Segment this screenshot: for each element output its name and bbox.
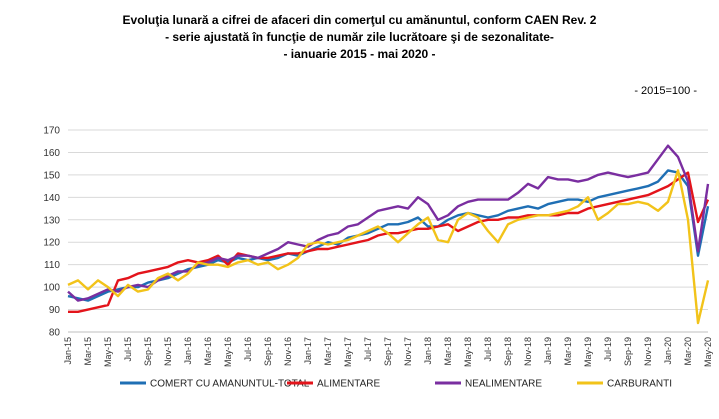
x-tick-label: May-17 bbox=[343, 337, 353, 367]
x-tick-label: Nov-19 bbox=[643, 337, 653, 366]
x-tick-label: Jul-18 bbox=[483, 337, 493, 362]
x-tick-label: Nov-16 bbox=[283, 337, 293, 366]
x-tick-label: Mar-20 bbox=[683, 337, 693, 366]
x-tick-label: Sep-19 bbox=[623, 337, 633, 366]
x-tick-label: Mar-19 bbox=[563, 337, 573, 366]
series-line-3 bbox=[67, 169, 710, 325]
y-tick-label: 80 bbox=[49, 328, 61, 339]
chart-period: - ianuarie 2015 - mai 2020 - bbox=[283, 47, 436, 61]
x-tick-label: Jan-15 bbox=[63, 337, 73, 365]
x-tick-label: Jan-17 bbox=[303, 337, 313, 365]
y-tick-label: 150 bbox=[43, 170, 60, 181]
x-tick-label: May-16 bbox=[223, 337, 233, 367]
x-tick-label: Mar-16 bbox=[203, 337, 213, 366]
x-tick-label: Jul-16 bbox=[243, 337, 253, 362]
x-tick-label: Jul-15 bbox=[123, 337, 133, 362]
unit-note: - 2015=100 - bbox=[634, 85, 697, 97]
x-tick-label: May-20 bbox=[703, 337, 713, 367]
x-tick-label: Nov-18 bbox=[523, 337, 533, 366]
chart-title: Evoluţia lunară a cifrei de afaceri din … bbox=[122, 13, 597, 27]
x-tick-label: Jan-20 bbox=[663, 337, 673, 365]
x-tick-label: Jul-17 bbox=[363, 337, 373, 362]
x-tick-label: Jan-16 bbox=[183, 337, 193, 365]
chart-subtitle: - serie ajustată în funcţie de număr zil… bbox=[165, 30, 554, 44]
x-tick-label: Jan-18 bbox=[423, 337, 433, 365]
y-tick-label: 90 bbox=[49, 305, 61, 316]
y-tick-label: 160 bbox=[43, 148, 60, 159]
title-block: Evoluţia lunară a cifrei de afaceri din … bbox=[0, 12, 719, 63]
x-tick-label: Mar-17 bbox=[323, 337, 333, 366]
x-tick-label: Sep-18 bbox=[503, 337, 513, 366]
x-tick-label: May-15 bbox=[103, 337, 113, 367]
x-tick-label: Sep-17 bbox=[383, 337, 393, 366]
y-tick-label: 120 bbox=[43, 238, 60, 249]
x-tick-label: Sep-15 bbox=[143, 337, 153, 366]
x-tick-label: Sep-16 bbox=[263, 337, 273, 366]
x-tick-label: May-19 bbox=[583, 337, 593, 367]
x-tick-label: Mar-18 bbox=[443, 337, 453, 366]
series-line-2 bbox=[67, 144, 710, 302]
y-tick-label: 170 bbox=[43, 126, 60, 137]
legend-label-3: CARBURANTI bbox=[607, 379, 672, 390]
legend-label-2: NEALIMENTARE bbox=[465, 379, 542, 390]
y-tick-label: 100 bbox=[43, 283, 60, 294]
x-tick-label: Nov-15 bbox=[163, 337, 173, 366]
x-tick-label: Nov-17 bbox=[403, 337, 413, 366]
legend-label-1: ALIMENTARE bbox=[317, 379, 380, 390]
x-tick-label: Mar-15 bbox=[83, 337, 93, 366]
y-tick-label: 130 bbox=[43, 215, 60, 226]
x-tick-label: Jan-19 bbox=[543, 337, 553, 365]
legend-label-0: COMERT CU AMANUNTUL-TOTAL bbox=[150, 379, 310, 390]
y-tick-label: 110 bbox=[44, 260, 60, 271]
x-tick-label: Jul-19 bbox=[603, 337, 613, 362]
x-tick-label: May-18 bbox=[463, 337, 473, 367]
series-line-0 bbox=[67, 169, 710, 302]
y-tick-label: 140 bbox=[43, 193, 60, 204]
